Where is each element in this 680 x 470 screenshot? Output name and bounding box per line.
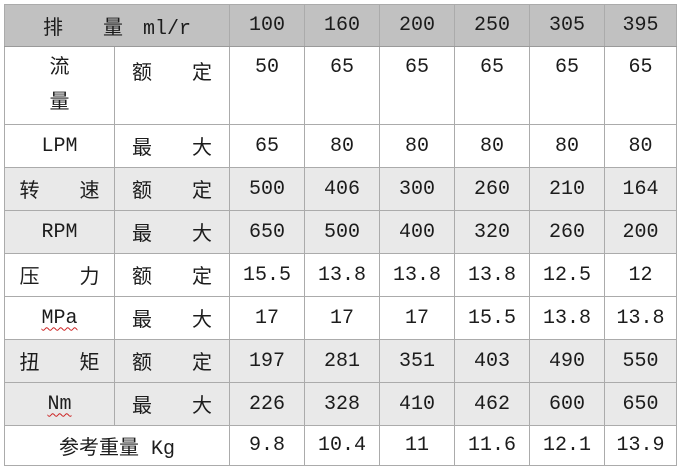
value-cell: 650: [604, 382, 678, 426]
column-header-305: 305: [529, 4, 606, 47]
value-cell: 400: [379, 210, 456, 254]
value-cell: 406: [304, 167, 381, 211]
flow-unit-label: LPM: [4, 124, 115, 168]
misspelled-term-mpa: MPa: [41, 306, 78, 330]
max-label: 最 大: [113, 124, 231, 168]
torque-rated-row: 扭 矩 额 定 197 281 351 403 490 550: [4, 339, 678, 383]
value-cell: 15.5: [229, 253, 306, 297]
column-header-250: 250: [454, 4, 531, 47]
rated-label: 额 定: [113, 339, 231, 383]
value-cell: 13.8: [529, 296, 606, 340]
value-cell: 12.5: [529, 253, 606, 297]
value-cell: 281: [304, 339, 381, 383]
column-header-395: 395: [604, 4, 678, 47]
value-cell: 164: [604, 167, 678, 211]
value-cell: 65: [529, 46, 606, 125]
flow-group-label: 流 量: [4, 46, 115, 125]
value-cell: 65: [604, 46, 678, 125]
value-cell: 80: [604, 124, 678, 168]
speed-group-label: 转 速: [4, 167, 115, 211]
column-header-160: 160: [304, 4, 381, 47]
torque-group-label: 扭 矩: [4, 339, 115, 383]
value-cell: 462: [454, 382, 531, 426]
value-cell: 550: [604, 339, 678, 383]
weight-row: 参考重量 Kg 9.8 10.4 11 11.6 12.1 13.9: [3, 425, 678, 466]
torque-max-row: Nm 最 大 226 328 410 462 600 650: [4, 382, 678, 426]
displacement-header-cell: 排 量 ml/r: [3, 4, 231, 47]
rated-label: 额 定: [113, 253, 231, 297]
value-cell: 80: [379, 124, 456, 168]
value-cell: 9.8: [229, 425, 306, 466]
rated-label: 额 定: [113, 46, 231, 125]
column-header-100: 100: [229, 4, 306, 47]
value-cell: 500: [304, 210, 381, 254]
value-cell: 410: [379, 382, 456, 426]
value-cell: 10.4: [304, 425, 381, 466]
value-cell: 65: [454, 46, 531, 125]
pressure-group-label: 压 力: [4, 253, 115, 297]
speed-rated-row: 转 速 额 定 500 406 300 260 210 164: [4, 167, 678, 211]
value-cell: 17: [379, 296, 456, 340]
spec-table: 排 量 ml/r 100 160 200 250 305 395 流 量 额 定…: [3, 4, 678, 466]
rated-label: 额 定: [113, 167, 231, 211]
value-cell: 80: [529, 124, 606, 168]
value-cell: 50: [229, 46, 306, 125]
value-cell: 328: [304, 382, 381, 426]
value-cell: 15.5: [454, 296, 531, 340]
value-cell: 13.8: [604, 296, 678, 340]
value-cell: 65: [304, 46, 381, 125]
column-header-200: 200: [379, 4, 456, 47]
value-cell: 17: [304, 296, 381, 340]
value-cell: 65: [229, 124, 306, 168]
speed-max-row: RPM 最 大 650 500 400 320 260 200: [4, 210, 678, 254]
value-cell: 320: [454, 210, 531, 254]
value-cell: 17: [229, 296, 306, 340]
value-cell: 65: [379, 46, 456, 125]
value-cell: 300: [379, 167, 456, 211]
value-cell: 197: [229, 339, 306, 383]
value-cell: 600: [529, 382, 606, 426]
max-label: 最 大: [113, 210, 231, 254]
pressure-unit-label: MPa: [4, 296, 115, 340]
value-cell: 650: [229, 210, 306, 254]
value-cell: 210: [529, 167, 606, 211]
value-cell: 80: [304, 124, 381, 168]
value-cell: 226: [229, 382, 306, 426]
value-cell: 13.8: [379, 253, 456, 297]
value-cell: 12: [604, 253, 678, 297]
value-cell: 260: [454, 167, 531, 211]
value-cell: 11.6: [454, 425, 531, 466]
value-cell: 351: [379, 339, 456, 383]
torque-unit-label: Nm: [4, 382, 115, 426]
max-label: 最 大: [113, 296, 231, 340]
pressure-rated-row: 压 力 额 定 15.5 13.8 13.8 13.8 12.5 12: [4, 253, 678, 297]
value-cell: 260: [529, 210, 606, 254]
misspelled-term-nm: Nm: [47, 392, 72, 416]
speed-unit-label: RPM: [4, 210, 115, 254]
value-cell: 13.9: [604, 425, 678, 466]
value-cell: 12.1: [529, 425, 606, 466]
value-cell: 490: [529, 339, 606, 383]
flow-max-row: LPM 最 大 65 80 80 80 80 80: [4, 124, 678, 168]
value-cell: 500: [229, 167, 306, 211]
value-cell: 13.8: [304, 253, 381, 297]
flow-rated-row: 流 量 额 定 50 65 65 65 65 65: [4, 46, 678, 125]
weight-row-label: 参考重量 Kg: [3, 425, 231, 466]
header-row: 排 量 ml/r 100 160 200 250 305 395: [3, 4, 678, 47]
value-cell: 80: [454, 124, 531, 168]
value-cell: 200: [604, 210, 678, 254]
value-cell: 11: [379, 425, 456, 466]
value-cell: 403: [454, 339, 531, 383]
pressure-max-row: MPa 最 大 17 17 17 15.5 13.8 13.8: [4, 296, 678, 340]
value-cell: 13.8: [454, 253, 531, 297]
max-label: 最 大: [113, 382, 231, 426]
